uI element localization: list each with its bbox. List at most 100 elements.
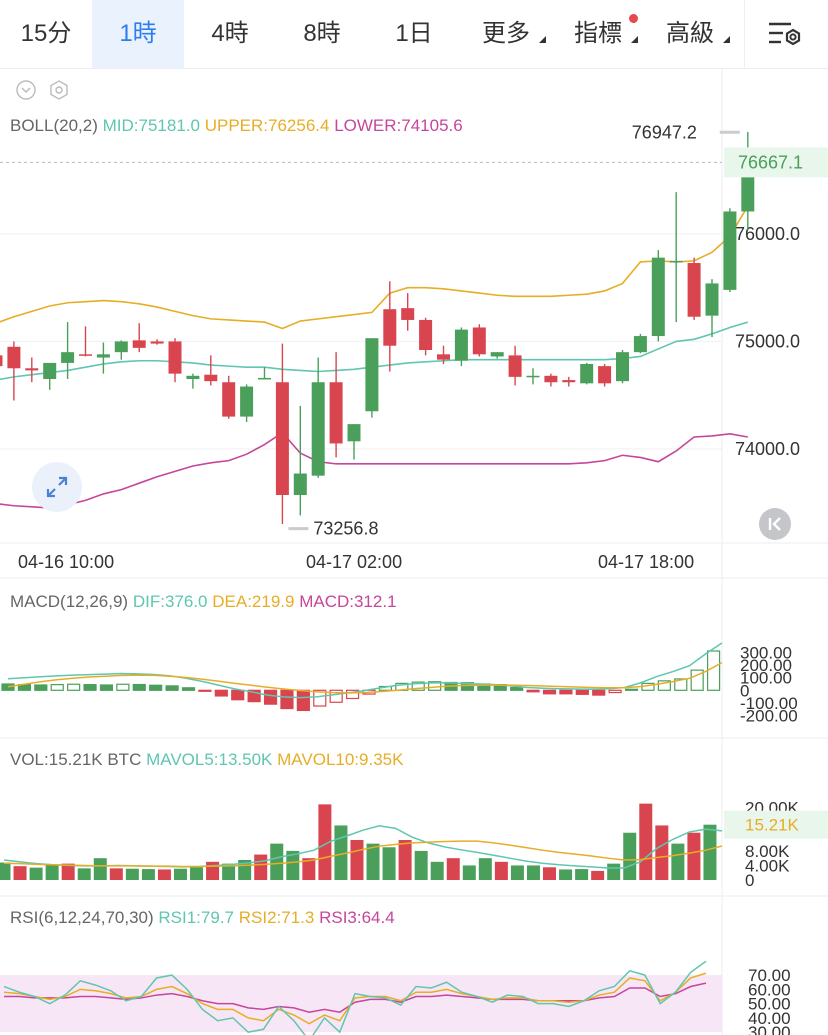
- rsi-band: [0, 975, 722, 1033]
- volume-bar: [623, 832, 637, 880]
- volume-bar: [639, 803, 653, 880]
- volume-bar: [93, 858, 107, 880]
- volume-bar: [543, 867, 557, 880]
- macd-dea: DEA:219.9: [212, 592, 295, 611]
- candle-body: [132, 340, 146, 348]
- chart-settings-icon: [769, 22, 801, 46]
- rsi-tick-label: 40.00: [748, 1009, 791, 1028]
- macd-bar: [706, 650, 721, 691]
- macd-bar: [1, 683, 15, 691]
- volume-bar: [61, 863, 75, 880]
- tab-3[interactable]: 8時: [276, 0, 368, 68]
- volume-bar: [462, 865, 476, 880]
- boll-upper: UPPER:76256.4: [204, 116, 330, 135]
- macd-bar: [592, 689, 606, 696]
- tab-label: 4時: [211, 20, 249, 47]
- volume-bar: [125, 868, 139, 880]
- vol-mavol10: MAVOL10:9.35K: [277, 750, 404, 769]
- macd-bar: [674, 678, 688, 691]
- rsi3-line: [4, 982, 707, 1013]
- tab-2[interactable]: 4時: [184, 0, 276, 68]
- macd-bar: [132, 683, 146, 691]
- volume-bar: [45, 864, 59, 880]
- macd-value: MACD:312.1: [299, 592, 397, 611]
- candle-body: [347, 424, 361, 442]
- candle-body: [454, 329, 468, 361]
- rsi-tick-label: 50.00: [748, 995, 791, 1014]
- current-price-label: 76667.1: [738, 152, 803, 172]
- macd-dea-line: [7, 661, 723, 694]
- candle-body: [669, 260, 683, 263]
- tab-7[interactable]: 高級: [644, 0, 736, 68]
- vol-name: VOL:15.21K BTC: [10, 750, 142, 769]
- tab-label: 15分: [20, 20, 72, 47]
- chart-settings-button[interactable]: [744, 0, 828, 68]
- candle-body: [723, 211, 737, 290]
- vol-last-label: 15.21K: [745, 816, 800, 835]
- macd-bar: [510, 686, 524, 691]
- boll-title: BOLL(20,2) MID:75181.0 UPPER:76256.4 LOW…: [10, 116, 463, 136]
- candle-body: [633, 336, 647, 353]
- macd-bar: [50, 684, 64, 691]
- fullscreen-button[interactable]: [32, 462, 82, 512]
- candle-body: [490, 352, 504, 357]
- macd-bar: [313, 689, 327, 707]
- candle-body: [705, 283, 719, 316]
- boll-upper-line: [0, 205, 749, 330]
- tab-1[interactable]: 1時: [92, 0, 184, 68]
- macd-bar: [231, 689, 245, 701]
- macd-bar: [198, 689, 212, 692]
- volume-bar: [206, 861, 220, 880]
- low-price-label: 73256.8: [313, 519, 378, 539]
- volume-bar: [671, 843, 685, 880]
- tab-0[interactable]: 15分: [0, 0, 92, 68]
- dropdown-triangle-icon: [539, 36, 546, 43]
- volume-bar: [398, 840, 412, 880]
- time-axis-label: 04-17 18:00: [598, 552, 694, 572]
- candle-body: [114, 341, 128, 353]
- volume-bar: [366, 843, 380, 880]
- rsi-title: RSI(6,12,24,70,30) RSI1:79.7 RSI2:71.3 R…: [10, 908, 395, 928]
- volume-bar: [173, 868, 187, 880]
- candle-body: [150, 341, 164, 344]
- macd-title: MACD(12,26,9) DIF:376.0 DEA:219.9 MACD:3…: [10, 592, 397, 612]
- tab-label: 更多: [482, 20, 530, 47]
- candle-body: [508, 355, 522, 377]
- macd-bar: [411, 681, 425, 691]
- candle-body: [275, 382, 289, 496]
- vol-tick-label: 8.00K: [745, 842, 790, 861]
- collapse-button[interactable]: [16, 80, 36, 100]
- candle-body: [383, 309, 397, 346]
- candle-body: [258, 377, 271, 380]
- boll-name: BOLL(20,2): [10, 116, 98, 135]
- candle-body: [687, 263, 701, 317]
- volume-bar: [350, 840, 364, 880]
- macd-bar: [247, 689, 261, 703]
- candle-body: [293, 473, 307, 496]
- candle-body: [25, 368, 39, 371]
- candle-body: [329, 382, 343, 444]
- indicator-settings-button[interactable]: [49, 80, 69, 100]
- macd-bar: [99, 684, 114, 691]
- candle-body: [651, 257, 665, 337]
- vol-last-tag: [724, 810, 828, 839]
- tab-4[interactable]: 1日: [368, 0, 460, 68]
- macd-tick-label: 100.00: [740, 669, 792, 688]
- price-tick-label: 76000.0: [735, 224, 800, 244]
- candle-body: [598, 366, 612, 384]
- tab-6[interactable]: 指標: [552, 0, 644, 68]
- candle-body: [616, 352, 629, 382]
- candle-body: [580, 363, 594, 384]
- tab-5[interactable]: 更多: [460, 0, 552, 68]
- back-to-latest-button[interactable]: [759, 508, 791, 540]
- candle-body: [365, 338, 379, 412]
- vol-mavol5: MAVOL5:13.50K: [146, 750, 273, 769]
- macd-tick-label: -200.00: [740, 706, 798, 725]
- volume-bar: [559, 869, 573, 880]
- volume-bar: [446, 858, 460, 880]
- candle-body: [222, 382, 236, 417]
- macd-bar: [608, 689, 622, 694]
- macd-bar: [690, 669, 704, 691]
- candle-body: [61, 352, 75, 363]
